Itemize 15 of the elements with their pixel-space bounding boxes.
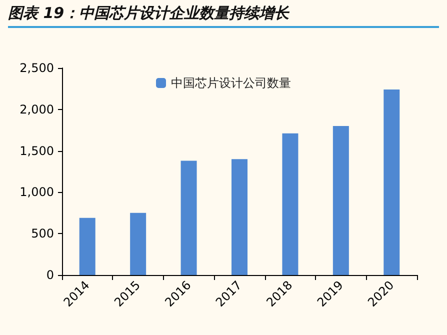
chart-title: 图表 19：中国芯片设计企业数量持续增长 [8,4,439,28]
y-tick-label: 2,500 [20,61,54,75]
y-tick-label: 0 [46,268,54,282]
bar [282,133,298,275]
bar [232,159,248,275]
bar [130,212,146,275]
y-tick-label: 1,000 [20,185,54,200]
bar [180,160,197,275]
y-tick-label: 500 [31,226,54,241]
bar [384,90,400,275]
bar [332,126,349,275]
y-tick-label: 2,000 [20,102,54,116]
y-tick-label: 1,500 [20,144,54,158]
bar [79,218,96,275]
legend-label: 中国芯片设计公司数量 [171,76,291,90]
